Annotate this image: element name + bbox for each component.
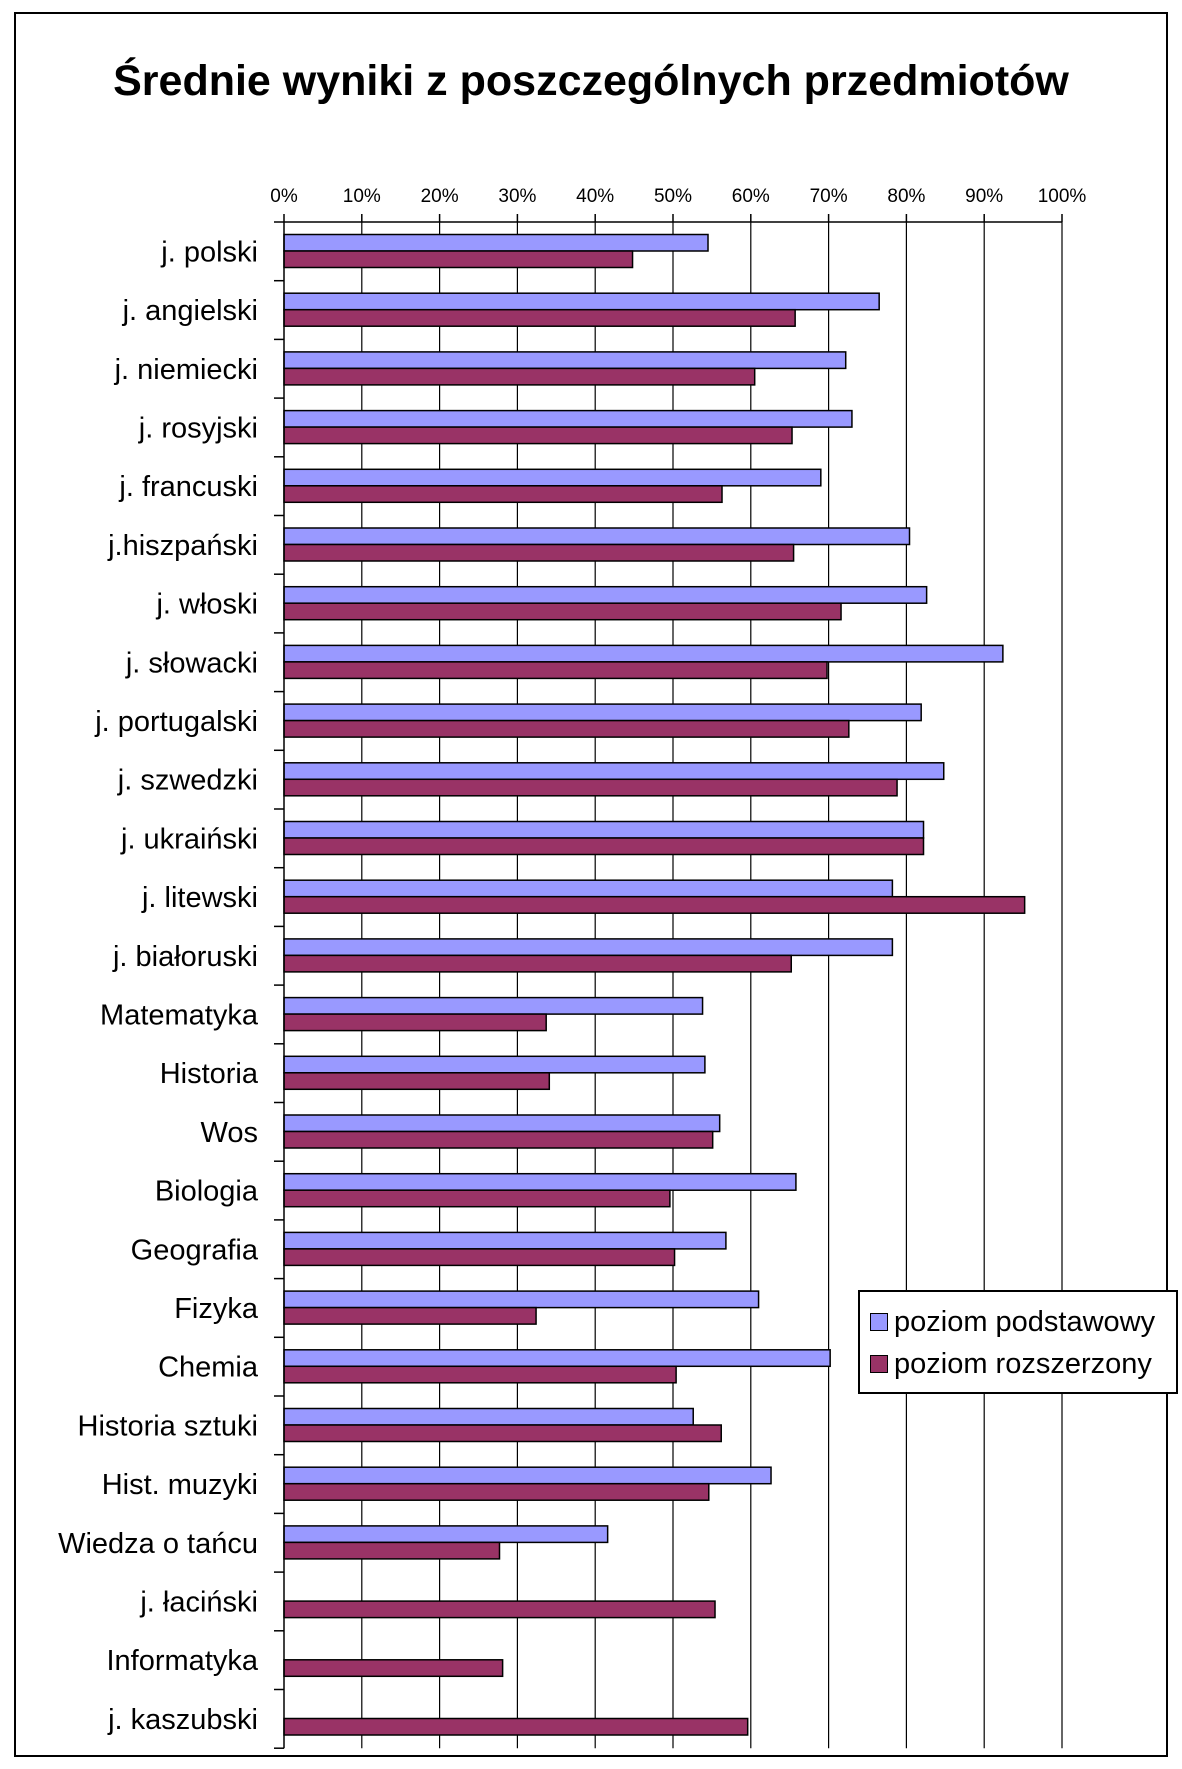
category-label: j. białoruski xyxy=(112,941,258,973)
x-tick-label: 0% xyxy=(270,186,298,207)
category-label: j. angielski xyxy=(122,295,258,327)
x-tick-label: 10% xyxy=(343,186,381,207)
x-tick-label: 60% xyxy=(732,186,770,207)
bar-poziom-rozszerzony xyxy=(283,837,925,856)
x-tick-label: 70% xyxy=(810,186,848,207)
bar-poziom-rozszerzony xyxy=(283,719,850,738)
category-label: Historia xyxy=(160,1058,259,1090)
category-label: Hist. muzyki xyxy=(102,1469,258,1501)
bar-poziom-podstawowy xyxy=(283,1055,706,1074)
bar-poziom-podstawowy xyxy=(283,996,704,1015)
legend-swatch xyxy=(870,1355,888,1373)
x-tick-label: 40% xyxy=(576,186,614,207)
bar-poziom-podstawowy xyxy=(283,1407,694,1426)
category-label: Fizyka xyxy=(174,1293,259,1325)
legend-label: poziom podstawowy xyxy=(894,1305,1156,1338)
bar-poziom-rozszerzony xyxy=(283,1248,676,1267)
bar-poziom-podstawowy xyxy=(283,1231,727,1250)
bar-poziom-rozszerzony xyxy=(283,1600,716,1619)
category-label: Wiedza o tańcu xyxy=(58,1528,258,1560)
bar-poziom-podstawowy xyxy=(283,1290,760,1309)
category-label: Matematyka xyxy=(100,999,259,1031)
legend-item: poziom rozszerzony xyxy=(870,1344,1152,1384)
category-label: j. ukraiński xyxy=(120,823,258,855)
bar-poziom-rozszerzony xyxy=(283,778,898,797)
bar-poziom-rozszerzony xyxy=(283,1424,722,1443)
chart-title: Średnie wyniki z poszczególnych przedmio… xyxy=(113,57,1069,105)
bar-poziom-podstawowy xyxy=(283,1525,609,1544)
x-tick-label: 20% xyxy=(421,186,459,207)
bar-poziom-podstawowy xyxy=(283,703,922,722)
category-label: Wos xyxy=(201,1117,258,1149)
bar-poziom-rozszerzony xyxy=(283,1659,504,1678)
bar-poziom-rozszerzony xyxy=(283,954,793,973)
gridlines xyxy=(361,222,1063,1749)
bar-poziom-podstawowy xyxy=(283,1114,721,1133)
category-label: j. słowacki xyxy=(125,647,258,679)
bar-poziom-podstawowy xyxy=(283,1172,797,1191)
bar-poziom-podstawowy xyxy=(283,585,928,604)
bar-poziom-podstawowy xyxy=(283,351,847,370)
bars xyxy=(283,233,1026,1736)
category-label: j. szwedzki xyxy=(117,765,258,797)
bar-poziom-podstawowy xyxy=(283,468,822,487)
category-label: j. włoski xyxy=(155,589,258,621)
legend: poziom podstawowy poziom rozszerzony xyxy=(858,1290,1178,1394)
bar-poziom-podstawowy xyxy=(283,820,925,839)
bar-poziom-rozszerzony xyxy=(283,1013,547,1032)
category-label: Biologia xyxy=(155,1176,259,1208)
category-label: j. francuski xyxy=(118,471,258,503)
x-tick-label: 100% xyxy=(1038,186,1087,207)
bar-poziom-rozszerzony xyxy=(283,895,1026,914)
category-label: Historia sztuki xyxy=(78,1410,259,1442)
bar-poziom-rozszerzony xyxy=(283,602,842,621)
legend-swatch xyxy=(870,1313,888,1331)
bar-poziom-rozszerzony xyxy=(283,1189,671,1208)
bar-poziom-rozszerzony xyxy=(283,1541,501,1560)
category-label: j. niemiecki xyxy=(114,354,258,386)
bar-poziom-rozszerzony xyxy=(283,661,828,680)
bar-poziom-podstawowy xyxy=(283,292,880,311)
labels: 0% 10% 20% 30% 40% 50% 60% 70% 80% 90% 100% j. pols… xyxy=(58,186,1086,1736)
category-label: Geografia xyxy=(131,1234,259,1266)
bar-poziom-rozszerzony xyxy=(283,426,793,445)
category-label: Chemia xyxy=(158,1352,259,1384)
legend-item: poziom podstawowy xyxy=(870,1302,1155,1342)
bar-poziom-podstawowy xyxy=(283,762,945,781)
bar-poziom-rozszerzony xyxy=(283,485,723,504)
category-label: Informatyka xyxy=(107,1645,259,1677)
bar-poziom-rozszerzony xyxy=(283,1365,677,1384)
bar-poziom-podstawowy xyxy=(283,938,894,957)
bar-poziom-rozszerzony xyxy=(283,1482,710,1501)
bar-poziom-podstawowy xyxy=(283,644,1004,663)
axes xyxy=(274,214,1063,1749)
category-label: j. kaszubski xyxy=(107,1704,258,1736)
legend-label: poziom rozszerzony xyxy=(894,1347,1152,1380)
category-label: j. polski xyxy=(160,236,258,268)
bar-poziom-podstawowy xyxy=(283,409,853,428)
x-tick-label: 80% xyxy=(887,186,925,207)
bar-poziom-rozszerzony xyxy=(283,1072,551,1091)
bar-poziom-rozszerzony xyxy=(283,367,756,386)
bar-poziom-rozszerzony xyxy=(283,308,796,327)
bar-poziom-rozszerzony xyxy=(283,1306,537,1325)
bar-poziom-rozszerzony xyxy=(283,250,634,269)
category-label: j. portugalski xyxy=(94,706,258,738)
bar-poziom-podstawowy xyxy=(283,1349,831,1368)
category-label: j. łaciński xyxy=(139,1586,258,1618)
x-tick-label: 50% xyxy=(654,186,692,207)
bar-poziom-podstawowy xyxy=(283,233,709,252)
bar-poziom-rozszerzony xyxy=(283,1717,749,1736)
bar-poziom-podstawowy xyxy=(283,1466,772,1485)
x-tick-label: 90% xyxy=(965,186,1003,207)
bar-poziom-podstawowy xyxy=(283,527,911,546)
category-label: j. rosyjski xyxy=(138,412,258,444)
bar-poziom-rozszerzony xyxy=(283,1130,714,1149)
bar-poziom-rozszerzony xyxy=(283,543,795,562)
category-label: j.hiszpański xyxy=(107,530,258,562)
bar-poziom-podstawowy xyxy=(283,879,894,898)
x-tick-label: 30% xyxy=(498,186,536,207)
category-label: j. litewski xyxy=(141,882,258,914)
